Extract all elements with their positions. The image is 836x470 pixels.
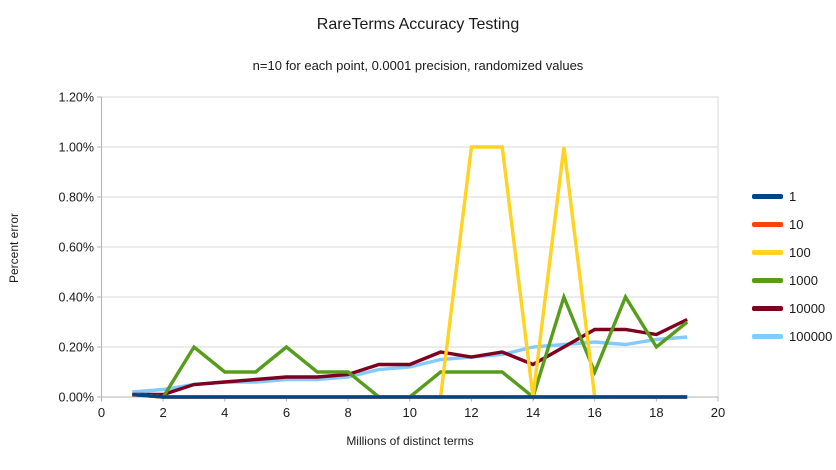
legend-swatch-icon <box>752 193 783 199</box>
legend-item-10000: 10000 <box>752 294 832 322</box>
y-tick-label: 1.00% <box>59 141 94 155</box>
x-tick-label: 10 <box>403 405 417 420</box>
y-tick-label: 0.40% <box>59 291 94 305</box>
legend-item-100000: 100000 <box>752 322 832 350</box>
y-tick-label: 0.80% <box>59 191 94 205</box>
legend-label: 1000 <box>789 272 818 288</box>
x-tick-label: 14 <box>526 405 540 420</box>
x-tick-label: 20 <box>711 405 725 420</box>
legend-swatch-icon <box>752 221 783 227</box>
x-tick-label: 12 <box>464 405 478 420</box>
chart-subtitle: n=10 for each point, 0.0001 precision, r… <box>252 58 584 73</box>
legend-label: 100000 <box>789 328 833 344</box>
legend-item-1: 1 <box>752 182 832 210</box>
legend-swatch-icon <box>752 305 783 311</box>
legend-swatch-icon <box>752 333 783 339</box>
series-line-10000 <box>132 317 688 397</box>
x-tick-label: 6 <box>283 405 290 420</box>
x-tick-label: 8 <box>344 405 351 420</box>
x-tick-label: 4 <box>221 405 228 420</box>
y-tick-label: 0.00% <box>59 391 94 405</box>
y-tick-label: 0.60% <box>59 241 94 255</box>
legend-item-10: 10 <box>752 210 832 238</box>
legend: 1 10 100 1000 10000 100000 <box>752 182 832 350</box>
legend-item-1000: 1000 <box>752 266 832 294</box>
legend-item-100: 100 <box>752 238 832 266</box>
y-tick-label: 1.20% <box>59 91 94 105</box>
legend-label: 10 <box>789 216 804 232</box>
series-line-100 <box>132 145 688 399</box>
y-tick-label: 0.20% <box>59 341 94 355</box>
x-tick-label: 16 <box>587 405 601 420</box>
chart-title: RareTerms Accuracy Testing <box>316 16 520 33</box>
x-axis-title: Millions of distinct terms <box>346 434 474 448</box>
x-tick-label: 18 <box>649 405 663 420</box>
series-line-1 <box>132 392 688 399</box>
legend-label: 10000 <box>789 300 826 316</box>
x-tick-label: 0 <box>98 405 105 420</box>
y-axis-title: Percent error <box>7 212 21 284</box>
legend-label: 100 <box>789 244 811 260</box>
legend-swatch-icon <box>752 277 783 283</box>
legend-label: 1 <box>789 188 797 204</box>
legend-swatch-icon <box>752 249 783 255</box>
x-tick-label: 2 <box>160 405 167 420</box>
